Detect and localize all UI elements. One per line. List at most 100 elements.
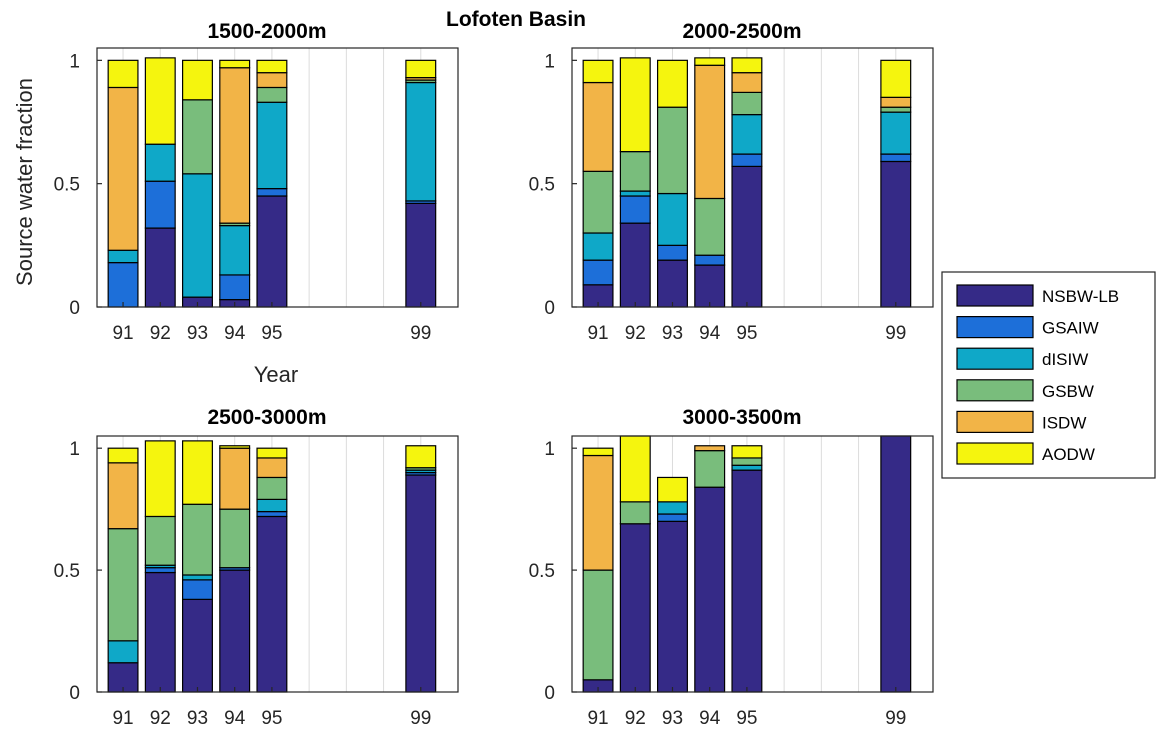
x-tick-label: 94: [224, 323, 246, 344]
axes-box: [96, 435, 459, 693]
x-tick-label: 92: [150, 708, 171, 729]
bar-segment-disiw-99: [405, 81, 437, 202]
x-tick-label: 94: [699, 323, 721, 344]
bar-segment-aodw-92: [144, 440, 176, 518]
bar-segment-nsbw-lb-95: [256, 195, 288, 308]
bar-segment-nsbw-lb-92: [619, 222, 651, 308]
bar-segment-disiw-95: [256, 101, 288, 190]
bar-segment-aodw-95: [256, 59, 288, 74]
x-tick-label: 95: [261, 708, 282, 729]
bar-segment-nsbw-lb-99: [405, 474, 437, 693]
bar-segment-nsbw-lb-99: [880, 160, 912, 308]
bar-segment-gsaiw-95: [256, 188, 288, 197]
x-tick-label: 92: [625, 323, 646, 344]
bar-segment-nsbw-lb-93: [181, 598, 213, 693]
bar-segment-aodw-92: [144, 57, 176, 145]
bars: [582, 435, 912, 693]
bar-segment-aodw-92: [619, 57, 651, 153]
bar-segment-nsbw-lb-95: [731, 165, 763, 308]
legend-swatch-aodw: [956, 442, 1034, 465]
bar-segment-aodw-91: [107, 447, 139, 464]
bar-segment-disiw-95: [731, 113, 763, 155]
axes-box: [571, 435, 934, 693]
y-tick-label: 1: [544, 51, 555, 72]
y-tick-label: 0.5: [529, 175, 555, 196]
y-tick-label: 0: [544, 298, 555, 319]
x-tick-label: 93: [187, 708, 208, 729]
bar-segment-gsaiw-93: [656, 244, 688, 261]
bar-segment-gsaiw-94: [694, 254, 726, 266]
bar-segment-gsbw-94: [694, 197, 726, 256]
bar-segment-aodw-92: [619, 435, 651, 503]
axes: 0 0.5 1 91 92 93 94 95 99: [529, 47, 934, 344]
bar-segment-gsaiw-91: [107, 262, 139, 308]
bar-segment-nsbw-lb-94: [219, 569, 251, 693]
x-axis-label: Year: [254, 362, 298, 387]
subplot-title: 2500-3000m: [207, 406, 326, 429]
y-tick-label: 0: [544, 683, 555, 704]
bar-segment-aodw-95: [256, 447, 288, 459]
bar-segment-gsbw-93: [656, 106, 688, 195]
x-tick-label: 91: [112, 323, 133, 344]
bar-segment-isdw-91: [107, 462, 139, 530]
bar-segment-aodw-99: [880, 59, 912, 98]
legend-label-isdw: ISDW: [1042, 413, 1086, 432]
bar-segment-nsbw-lb-99: [880, 435, 912, 693]
bar-segment-gsbw-93: [181, 99, 213, 175]
bar-segment-nsbw-lb-92: [619, 523, 651, 693]
legend: NSBW-LB GSAIW dISIW GSBW ISDW AODW: [941, 271, 1156, 479]
legend-label-nsbw-lb: NSBW-LB: [1042, 287, 1119, 306]
bars: [107, 57, 437, 308]
axes: 0 0.5 1 91 92 93 94 95 99: [529, 435, 934, 729]
legend-label-disiw: dISIW: [1042, 350, 1088, 369]
bar-segment-disiw-91: [107, 249, 139, 264]
bar-segment-isdw-91: [582, 454, 614, 571]
legend-label-gsaiw: GSAIW: [1042, 319, 1099, 338]
bar-segment-gsaiw-91: [582, 259, 614, 286]
x-tick-label: 93: [187, 323, 208, 344]
bar-segment-gsaiw-93: [181, 579, 213, 600]
bar-segment-gsaiw-95: [731, 153, 763, 167]
x-tick-label: 93: [662, 323, 683, 344]
y-tick-label: 1: [69, 51, 80, 72]
bars: [582, 57, 912, 308]
bar-segment-isdw-95: [256, 72, 288, 89]
bar-segment-gsaiw-94: [219, 274, 251, 301]
subplot-1500-2000m: 1500-2000m 0 0.5 1 91 92 93 94 95 99 Source wate…: [12, 20, 459, 387]
y-tick-label: 0: [69, 683, 80, 704]
bar-segment-gsbw-95: [731, 457, 763, 466]
x-tick-label: 95: [736, 323, 757, 344]
bar-segment-gsaiw-93: [656, 513, 688, 522]
x-tick-label: 94: [699, 708, 721, 729]
x-tick-label: 91: [587, 708, 608, 729]
bar-segment-disiw-94: [219, 225, 251, 276]
axes-box: [96, 47, 459, 308]
subplot-title: 2000-2500m: [682, 20, 801, 43]
x-tick-label: 91: [587, 323, 608, 344]
bar-segment-gsaiw-92: [144, 567, 176, 574]
bar-segment-isdw-95: [731, 72, 763, 93]
bar-segment-aodw-93: [656, 59, 688, 108]
bar-segment-disiw-91: [107, 640, 139, 664]
bar-segment-disiw-91: [582, 232, 614, 261]
bar-segment-aodw-91: [582, 59, 614, 84]
bar-segment-disiw-93: [181, 574, 213, 581]
x-tick-label: 94: [224, 708, 246, 729]
x-tick-label: 93: [662, 708, 683, 729]
y-tick-label: 1: [544, 439, 555, 460]
legend-swatch-gsaiw: [956, 316, 1034, 339]
legend-swatch-nsbw-lb: [956, 284, 1034, 307]
x-tick-label: 91: [112, 708, 133, 729]
bar-segment-isdw-94: [694, 64, 726, 200]
bar-segment-nsbw-lb-93: [656, 520, 688, 693]
subplot-title: 1500-2000m: [207, 20, 326, 43]
y-tick-label: 1: [69, 439, 80, 460]
bar-segment-gsbw-91: [107, 528, 139, 642]
bar-segment-nsbw-lb-92: [144, 227, 176, 308]
y-tick-label: 0.5: [529, 561, 555, 582]
subplot-title: 3000-3500m: [682, 406, 801, 429]
bar-segment-gsbw-92: [619, 151, 651, 192]
x-tick-label: 99: [885, 323, 906, 344]
axes: 0 0.5 1 91 92 93 94 95 99: [54, 435, 459, 729]
